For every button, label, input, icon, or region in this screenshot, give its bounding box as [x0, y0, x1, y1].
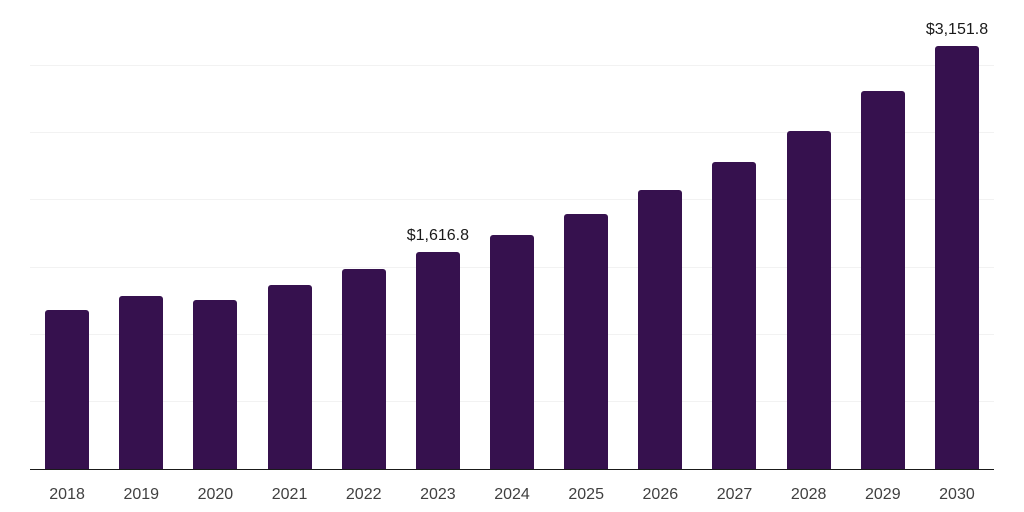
gridline-2500 — [30, 132, 994, 134]
bar-value-label-2030: $3,151.8 — [925, 20, 989, 38]
gridline-3000 — [30, 65, 994, 67]
bar-column-2022 — [327, 0, 401, 469]
x-tick-label-2021: 2021 — [271, 486, 308, 503]
bar-2018 — [45, 309, 90, 469]
bar-column-2020 — [178, 0, 252, 469]
x-tick-label-2029: 2029 — [865, 486, 901, 503]
bar-2023 — [415, 251, 460, 469]
bar-2028 — [786, 130, 831, 469]
gridline-2000 — [30, 199, 994, 201]
bar-2019 — [119, 295, 164, 469]
bar-2030 — [934, 45, 979, 469]
x-tick-label-2022: 2022 — [345, 486, 382, 503]
bar-2021 — [267, 285, 312, 469]
x-tick-label-2027: 2027 — [716, 486, 753, 503]
x-tick-label-2023: 2023 — [420, 486, 456, 503]
bar-column-2027 — [697, 0, 771, 469]
bar-column-2021 — [252, 0, 326, 469]
bar-column-2019 — [104, 0, 178, 469]
x-tick-label-2019: 2019 — [123, 486, 160, 503]
x-tick-label-2020: 2020 — [197, 486, 234, 503]
bar-2025 — [564, 213, 609, 469]
bar-column-2026 — [623, 0, 697, 469]
bar-2022 — [341, 268, 386, 469]
x-tick-label-2024: 2024 — [494, 486, 530, 503]
bar-value-label-2023: $1,616.8 — [406, 226, 469, 244]
bar-column-2029 — [846, 0, 920, 469]
bar-column-2030: $3,151.8 — [920, 0, 994, 469]
bar-2026 — [638, 190, 683, 469]
bar-2020 — [193, 299, 238, 469]
bar-2027 — [712, 162, 757, 469]
bar-2024 — [490, 234, 535, 469]
x-tick-label-2018: 2018 — [49, 486, 85, 503]
x-tick-label-2030: 2030 — [939, 486, 975, 503]
bar-column-2028 — [772, 0, 846, 469]
bar-column-2023: $1,616.8 — [401, 0, 475, 469]
bar-column-2018 — [30, 0, 104, 469]
x-tick-label-2026: 2026 — [642, 486, 679, 503]
bar-series: $1,616.8 $3,151.8 — [30, 0, 994, 469]
bar-column-2025 — [549, 0, 623, 469]
bar-2029 — [860, 91, 905, 469]
x-tick-label-2025: 2025 — [568, 486, 604, 503]
x-axis: 2018 2019 2020 2021 2022 2023 2024 2025 2026 2027… — [30, 471, 994, 504]
bar-column-2024 — [475, 0, 549, 469]
x-tick-label-2028: 2028 — [790, 486, 827, 503]
plot-area: $1,616.8 $3,151.8 — [30, 0, 994, 470]
